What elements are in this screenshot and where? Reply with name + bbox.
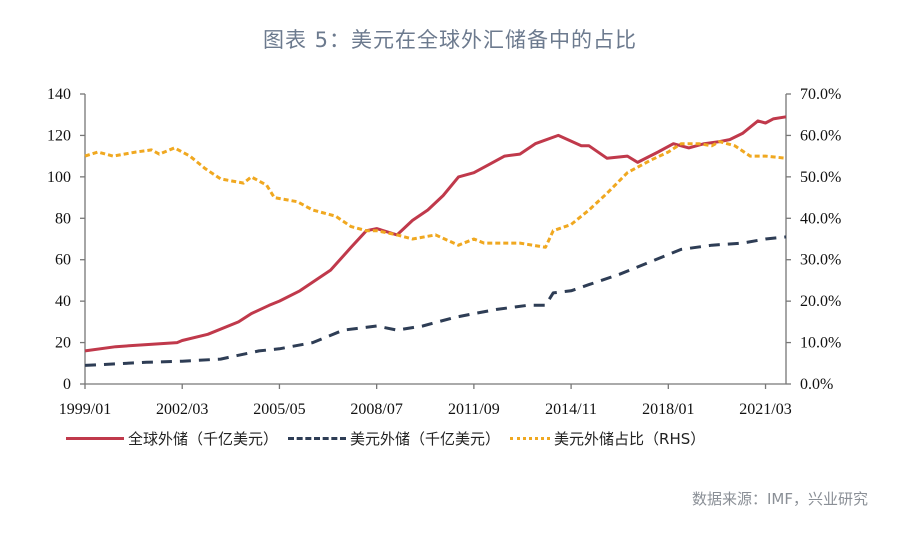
legend-label: 美元外储（千亿美元） [350,430,501,448]
x-tick-label: 2018/01 [642,401,694,418]
legend-swatch [288,437,347,440]
x-tick-label: 1999/01 [59,401,111,418]
source-note: 数据来源：IMF，兴业研究 [692,490,868,508]
legend-swatch [66,437,124,440]
legend-item: 美元外储占比（RHS） [510,428,705,449]
y-right-tick-label: 50.0% [800,169,841,186]
series-line-1 [84,115,787,353]
y-left-tick-label: 100 [47,169,71,186]
y-left-tick-label: 80 [55,210,71,227]
x-tick-label: 2021/03 [739,401,791,418]
x-tick-label: 2008/07 [350,401,402,418]
x-tick-label: 2002/03 [156,401,208,418]
y-left-tick-label: 20 [55,335,71,352]
y-right-tick-label: 40.0% [800,210,841,227]
y-right-tick-label: 60.0% [800,127,841,144]
legend-item: 美元外储（千亿美元） [288,428,500,449]
chart-title: 图表 5：美元在全球外汇储备中的占比 [262,28,638,52]
y-right-tick-label: 20.0% [800,293,841,310]
y-right-tick-label: 10.0% [800,335,841,352]
x-tick-label: 2011/09 [448,401,500,418]
y-right-tick-label: 0.0% [800,376,833,393]
legend-label: 全球外储（千亿美元） [128,430,279,448]
y-left-tick-label: 60 [55,252,71,269]
y-left-tick-label: 120 [47,127,71,144]
legend: 全球外储（千亿美元） 美元外储（千亿美元） 美元外储占比（RHS） [66,428,715,449]
x-tick-label: 2014/11 [545,401,597,418]
y-left-tick-label: 140 [47,86,71,103]
series-line-2 [84,235,787,367]
y-left-tick-label: 40 [55,293,71,310]
y-right-tick-label: 70.0% [800,86,841,103]
legend-label: 美元外储占比（RHS） [554,430,706,448]
legend-item: 全球外储（千亿美元） [66,428,278,449]
y-right-tick-label: 30.0% [800,252,841,269]
x-tick-label: 2005/05 [253,401,305,418]
legend-swatch [510,437,551,440]
y-left-tick-label: 0 [63,376,71,393]
series-line-3 [84,140,787,249]
